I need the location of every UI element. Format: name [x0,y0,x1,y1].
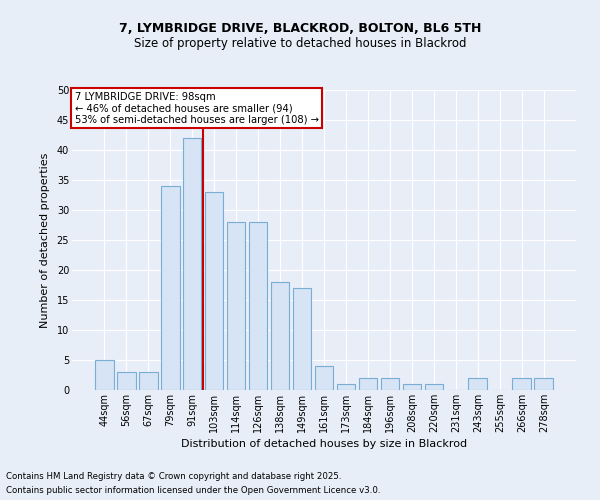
Text: Size of property relative to detached houses in Blackrod: Size of property relative to detached ho… [134,38,466,51]
Text: 7 LYMBRIDGE DRIVE: 98sqm
← 46% of detached houses are smaller (94)
53% of semi-d: 7 LYMBRIDGE DRIVE: 98sqm ← 46% of detach… [74,92,319,124]
Bar [535,378,553,390]
Bar [469,378,487,390]
Bar [512,378,531,390]
Bar [95,360,113,390]
Text: Contains HM Land Registry data © Crown copyright and database right 2025.: Contains HM Land Registry data © Crown c… [6,472,341,481]
Bar [117,372,136,390]
Text: 7, LYMBRIDGE DRIVE, BLACKROD, BOLTON, BL6 5TH: 7, LYMBRIDGE DRIVE, BLACKROD, BOLTON, BL… [119,22,481,36]
Bar [403,384,421,390]
Bar [139,372,158,390]
Text: Contains public sector information licensed under the Open Government Licence v3: Contains public sector information licen… [6,486,380,495]
Bar [293,288,311,390]
Bar [337,384,355,390]
Bar [205,192,223,390]
Bar [249,222,268,390]
Bar [359,378,377,390]
Bar [380,378,399,390]
Bar [183,138,202,390]
Bar [314,366,334,390]
Bar [227,222,245,390]
Bar [425,384,443,390]
X-axis label: Distribution of detached houses by size in Blackrod: Distribution of detached houses by size … [181,439,467,449]
Y-axis label: Number of detached properties: Number of detached properties [40,152,50,328]
Bar [161,186,179,390]
Bar [271,282,289,390]
